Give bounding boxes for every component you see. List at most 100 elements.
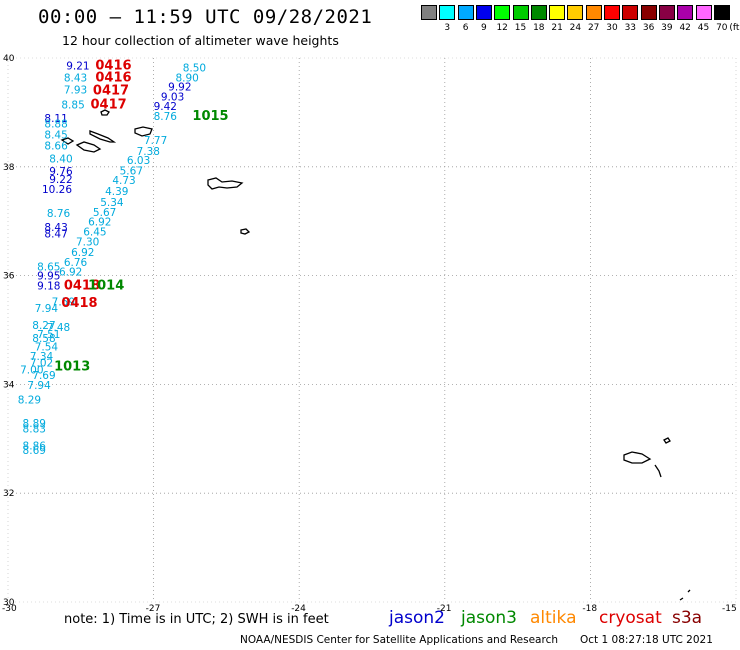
wave-height-label: 8.86: [23, 441, 47, 453]
wave-height-label: 7.34: [30, 351, 54, 363]
wave-height-label: 8.76: [154, 111, 178, 123]
wave-height-label: 8.50: [183, 63, 206, 75]
legend-swatch: [604, 5, 620, 20]
pass-time-label: 1014: [88, 279, 124, 294]
wave-height-label: 8.66: [44, 140, 68, 152]
wave-height-label: 8.43: [44, 222, 67, 234]
wave-height-label: 9.18: [37, 281, 60, 293]
legend-tick-label: 6: [462, 23, 469, 33]
pass-time-label: 0416: [95, 70, 131, 85]
wave-height-label: 6.76: [64, 257, 88, 269]
legend-swatch: [549, 5, 566, 20]
wave-height-label: 8.76: [47, 208, 71, 220]
wave-height-label: 9.21: [66, 60, 89, 72]
map-frame: [7, 57, 737, 603]
satellite-label: jason3: [461, 608, 517, 628]
wave-height-label: 7.02: [30, 357, 53, 369]
latitude-labels: 40 38 36 34 32 30: [3, 54, 15, 608]
map-grid: [7, 57, 737, 603]
latitude-label: 40: [3, 54, 15, 64]
land-outlines: [60, 109, 691, 601]
subtitle: 12 hour collection of altimeter wave hei…: [62, 33, 339, 48]
island-selvagens: [679, 589, 691, 601]
legend-swatch: [567, 5, 584, 20]
wave-height-readings: 9.218.437.938.858.118.888.458.668.508.90…: [18, 60, 206, 457]
legend-tick-label: 70: [716, 23, 728, 33]
legend-swatch: [677, 5, 694, 20]
wave-height-label: 6.92: [88, 217, 111, 229]
satellite-label: altika: [530, 608, 577, 628]
longitude-label: -24: [291, 604, 306, 614]
island-santa-maria: [240, 228, 251, 235]
wave-height-label: 7.94: [35, 303, 59, 315]
legend-swatch: [457, 5, 474, 20]
pass-time-label: 1015: [192, 109, 228, 124]
legend-swatch: [494, 5, 511, 20]
legend-tick-label: 15: [514, 23, 527, 33]
legend-tick-label: 39: [661, 23, 673, 33]
legend-swatch: [640, 5, 657, 20]
credit-text: NOAA/NESDIS Center for Satellite Applica…: [240, 634, 558, 646]
legend-swatch: [695, 5, 712, 20]
legend-tick-label: 12: [496, 23, 508, 33]
latitude-label: 34: [3, 380, 15, 390]
wave-height-label: 8.45: [44, 130, 67, 142]
wave-height-label: 7.00: [20, 365, 43, 377]
wave-height-label: 9.22: [49, 174, 72, 186]
island-porto-santo: [663, 437, 671, 444]
wave-height-label: 8.69: [23, 445, 46, 457]
wave-height-label: 7.54: [35, 342, 59, 354]
wave-height-label: 8.29: [18, 394, 41, 406]
wave-height-label: 5.67: [120, 165, 143, 177]
island-madeira: [623, 451, 652, 464]
legend-unit: (ft): [729, 23, 740, 33]
legend-swatch: [512, 5, 529, 20]
timestamp-text: Oct 1 08:27:18 UTC 2021: [580, 634, 713, 646]
wave-height-label: 8.27: [32, 320, 55, 332]
wave-height-label: 7.51: [37, 329, 60, 341]
longitude-label: -30: [2, 604, 17, 614]
pass-time-label: 0416: [95, 58, 131, 73]
legend-tick-label: 36: [642, 23, 655, 33]
legend-tick-label: 33: [624, 23, 637, 33]
legend-tick-label: 30: [606, 23, 618, 33]
pass-time-label: 0417: [93, 83, 129, 98]
wave-height-label: 8.83: [23, 423, 46, 435]
wave-height-label: 7.38: [137, 146, 160, 158]
wave-height-label: 8.90: [175, 72, 198, 84]
wave-height-label: 10.26: [42, 184, 72, 196]
wave-height-label: 7.48: [47, 322, 70, 334]
wave-height-label: 7.77: [144, 135, 167, 147]
legend-tick-label: 18: [533, 23, 545, 33]
legend-swatch: [713, 5, 730, 20]
wave-height-label: 7.93: [64, 84, 87, 96]
wave-height-label: 7.30: [76, 237, 99, 249]
legend-tick-label: 45: [697, 23, 710, 33]
latitude-label: 38: [3, 163, 15, 173]
wave-height-label: 6.92: [71, 247, 94, 259]
wave-height-label: 8.85: [61, 100, 84, 112]
wave-height-label: 9.42: [154, 101, 177, 113]
wave-height-label: 8.40: [49, 153, 72, 165]
wave-height-label: 7.94: [27, 380, 51, 392]
legend-tick-label: 24: [569, 23, 582, 33]
legend-swatch: [439, 5, 456, 20]
legend-swatch: [622, 5, 639, 20]
wave-height-label: 4.39: [105, 186, 128, 198]
island-sao-jorge: [134, 126, 153, 137]
wave-height-label: 9.76: [49, 166, 73, 178]
legend-swatch: [585, 5, 602, 20]
pass-time-label: 0418: [64, 279, 100, 294]
latitude-label: 32: [3, 489, 14, 499]
page-title: 00:00 – 11:59 UTC 09/28/2021: [38, 6, 373, 28]
legend-tick-label: 3: [444, 23, 451, 33]
wave-height-label: 6.92: [59, 267, 82, 279]
latitude-label: 30: [3, 598, 15, 608]
latitude-label: 36: [3, 272, 15, 282]
wave-height-label: 8.65: [37, 262, 60, 274]
pass-time-label: 0417: [91, 98, 127, 113]
note-text: note: 1) Time is in UTC; 2) SWH is in fe…: [64, 612, 329, 627]
wave-height-label: 6.03: [127, 155, 150, 167]
